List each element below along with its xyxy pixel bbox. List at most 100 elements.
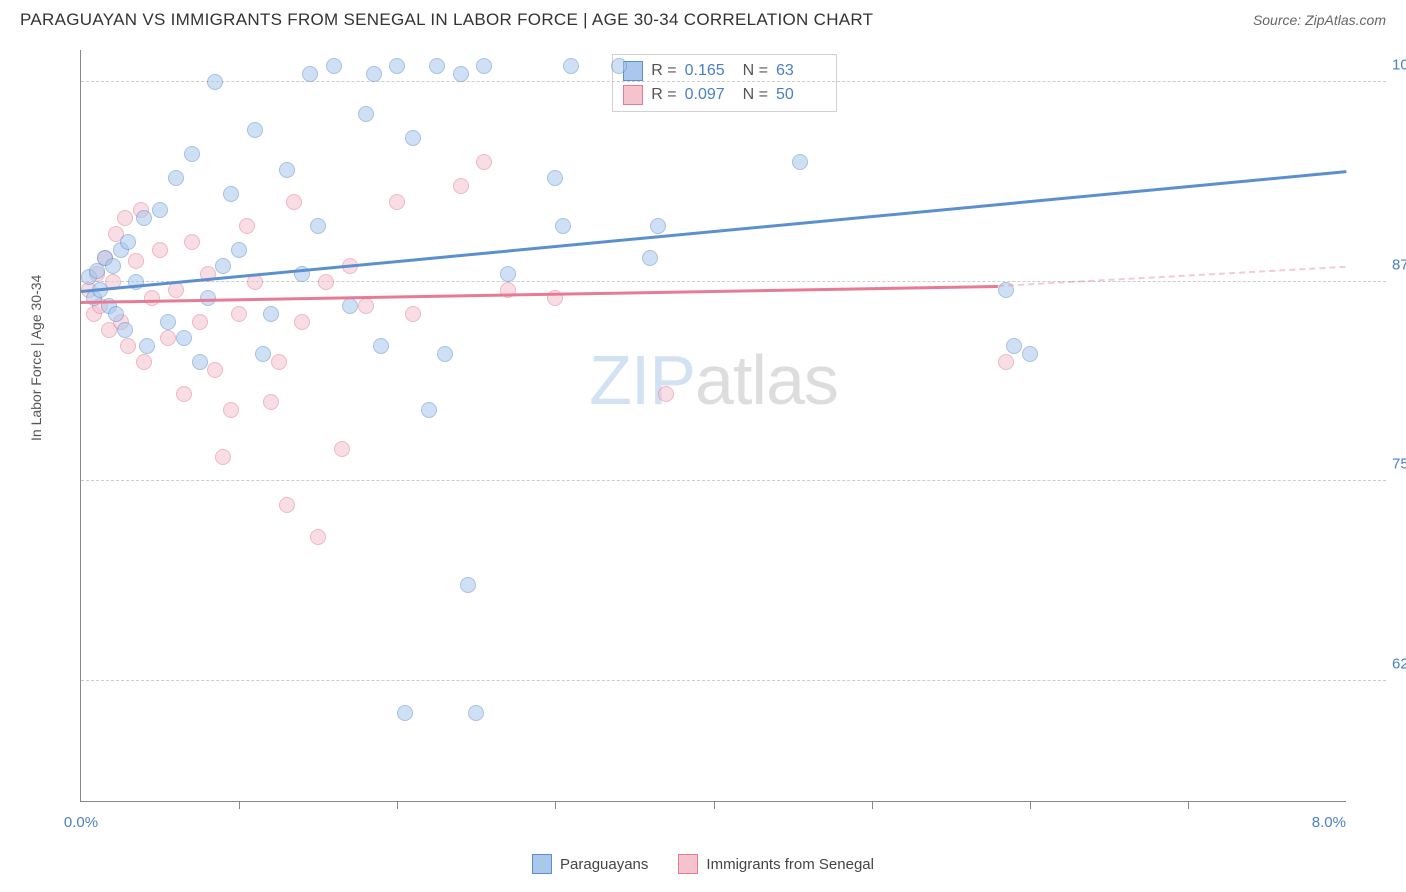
scatter-point-blue <box>429 58 445 74</box>
scatter-point-blue <box>136 210 152 226</box>
scatter-point-blue <box>152 202 168 218</box>
gridline-h <box>81 680 1386 681</box>
legend-label-blue: Paraguayans <box>560 856 648 873</box>
scatter-point-pink <box>658 386 674 402</box>
scatter-point-pink <box>358 298 374 314</box>
scatter-point-blue <box>168 170 184 186</box>
scatter-point-blue <box>792 154 808 170</box>
gridline-h <box>81 281 1386 282</box>
scatter-point-blue <box>563 58 579 74</box>
scatter-point-pink <box>184 234 200 250</box>
trend-line <box>998 266 1346 287</box>
scatter-point-blue <box>207 74 223 90</box>
scatter-point-blue <box>342 298 358 314</box>
scatter-point-pink <box>318 274 334 290</box>
scatter-point-blue <box>453 66 469 82</box>
scatter-point-blue <box>176 330 192 346</box>
scatter-point-blue <box>200 290 216 306</box>
scatter-point-blue <box>263 306 279 322</box>
y-axis-title: In Labor Force | Age 30-34 <box>28 275 44 441</box>
scatter-point-pink <box>294 314 310 330</box>
scatter-point-blue <box>105 258 121 274</box>
scatter-point-blue <box>302 66 318 82</box>
scatter-point-blue <box>611 58 627 74</box>
scatter-point-blue <box>389 58 405 74</box>
scatter-point-pink <box>310 529 326 545</box>
scatter-point-pink <box>117 210 133 226</box>
scatter-point-pink <box>144 290 160 306</box>
scatter-point-blue <box>255 346 271 362</box>
scatter-point-pink <box>223 402 239 418</box>
scatter-point-blue <box>476 58 492 74</box>
scatter-point-blue <box>547 170 563 186</box>
scatter-point-blue <box>421 402 437 418</box>
scatter-point-pink <box>152 242 168 258</box>
source-label: Source: ZipAtlas.com <box>1253 12 1386 28</box>
swatch-pink <box>623 85 643 105</box>
scatter-point-blue <box>326 58 342 74</box>
scatter-point-blue <box>310 218 326 234</box>
scatter-point-pink <box>136 354 152 370</box>
scatter-point-pink <box>176 386 192 402</box>
scatter-point-pink <box>286 194 302 210</box>
scatter-point-blue <box>373 338 389 354</box>
scatter-point-blue <box>223 186 239 202</box>
scatter-point-blue <box>397 705 413 721</box>
scatter-point-blue <box>405 130 421 146</box>
scatter-point-pink <box>998 354 1014 370</box>
gridline-h <box>81 480 1386 481</box>
xtick <box>397 801 398 809</box>
scatter-point-pink <box>476 154 492 170</box>
scatter-point-blue <box>184 146 200 162</box>
xtick <box>555 801 556 809</box>
scatter-point-pink <box>160 330 176 346</box>
legend-label-pink: Immigrants from Senegal <box>706 856 874 873</box>
scatter-point-blue <box>231 242 247 258</box>
scatter-point-blue <box>358 106 374 122</box>
scatter-point-pink <box>192 314 208 330</box>
xtick <box>239 801 240 809</box>
scatter-point-pink <box>263 394 279 410</box>
trend-line <box>81 170 1346 293</box>
scatter-point-blue <box>555 218 571 234</box>
scatter-point-pink <box>239 218 255 234</box>
xtick <box>1030 801 1031 809</box>
stats-box: R = 0.165 N = 63 R = 0.097 N = 50 <box>612 54 837 112</box>
xtick <box>714 801 715 809</box>
scatter-point-blue <box>160 314 176 330</box>
scatter-point-pink <box>128 253 144 269</box>
scatter-point-blue <box>192 354 208 370</box>
xtick <box>872 801 873 809</box>
bottom-legend: Paraguayans Immigrants from Senegal <box>532 854 874 874</box>
scatter-point-pink <box>389 194 405 210</box>
chart-header: PARAGUAYAN VS IMMIGRANTS FROM SENEGAL IN… <box>0 0 1406 38</box>
scatter-point-blue <box>215 258 231 274</box>
stats-row-blue: R = 0.165 N = 63 <box>623 59 826 83</box>
gridline-h <box>81 81 1386 82</box>
scatter-point-blue <box>117 322 133 338</box>
stats-row-pink: R = 0.097 N = 50 <box>623 83 826 107</box>
xtick-label-left: 0.0% <box>64 814 98 831</box>
ytick-label: 62.5% <box>1386 656 1406 673</box>
scatter-point-pink <box>215 449 231 465</box>
watermark: ZIPatlas <box>589 340 838 420</box>
scatter-point-blue <box>437 346 453 362</box>
ytick-label: 75.0% <box>1386 456 1406 473</box>
scatter-point-pink <box>120 338 136 354</box>
trend-line <box>81 285 998 304</box>
scatter-point-blue <box>1006 338 1022 354</box>
ytick-label: 87.5% <box>1386 256 1406 273</box>
xtick-label-right: 8.0% <box>1312 814 1346 831</box>
scatter-point-blue <box>108 306 124 322</box>
scatter-point-blue <box>500 266 516 282</box>
scatter-point-pink <box>271 354 287 370</box>
plot-region: ZIPatlas R = 0.165 N = 63 R = 0.097 N = … <box>80 50 1346 802</box>
scatter-point-pink <box>334 441 350 457</box>
scatter-point-pink <box>279 497 295 513</box>
legend-swatch-pink <box>678 854 698 874</box>
scatter-point-blue <box>642 250 658 266</box>
scatter-point-pink <box>453 178 469 194</box>
scatter-point-blue <box>460 577 476 593</box>
legend-swatch-blue <box>532 854 552 874</box>
scatter-point-blue <box>366 66 382 82</box>
